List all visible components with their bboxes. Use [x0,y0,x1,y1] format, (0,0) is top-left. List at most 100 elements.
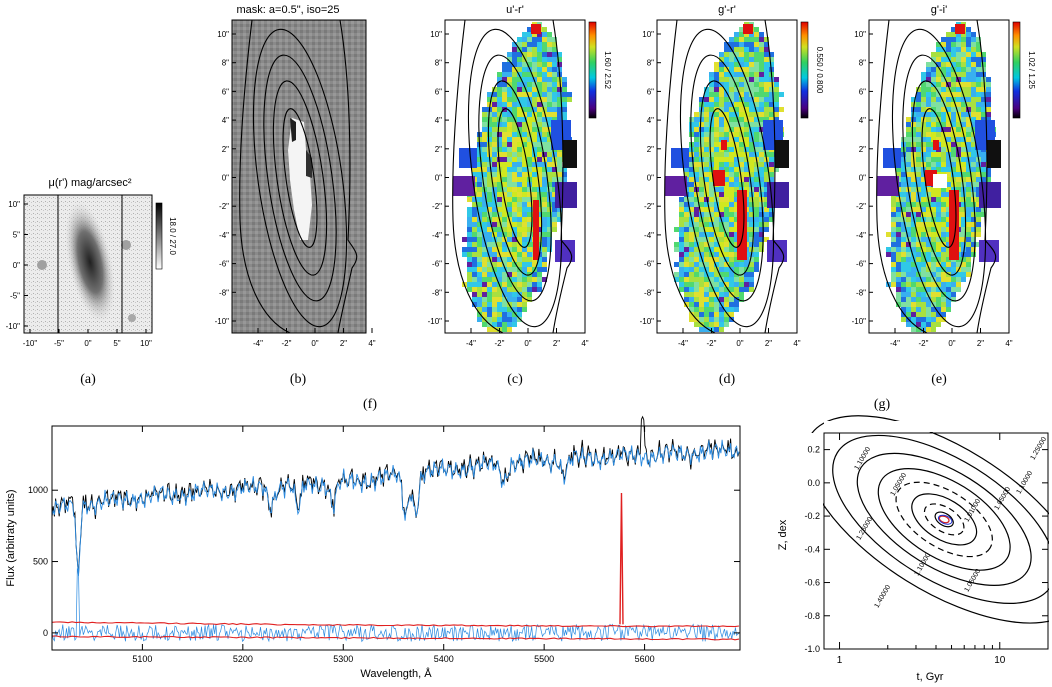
panel-b-ytick: 6" [222,87,229,96]
panel-a-galaxy [64,201,116,323]
panel-d-label: (d) [719,372,736,387]
panel-e-title: g'-i' [931,4,947,16]
panel-b-isophotes [239,19,358,334]
panel-b-ytick: -6" [219,260,229,269]
contour-line [923,503,965,536]
panel-d-ytick: -10" [640,317,655,326]
panel-a-xtick: 5" [113,339,120,348]
panel-c-ytick: 2" [435,145,442,154]
spectrum-xtick: 5600 [635,654,655,664]
panel-c-label: (c) [507,372,523,387]
panel-c: u'-r' 1.60 / 2.52 -4" -2" 0" 2" 4" 10" 8" 6" 4" 2" 0… [428,4,612,387]
panel-b: mask: a=0.5", iso=25 (b) -4" -2" 0" 2" 4" 10"… [215,4,376,387]
panel-b-title: mask: a=0.5", iso=25 [237,4,340,16]
panel-e-ytick: -4" [856,231,866,240]
spectrum-xtick: 5200 [233,654,253,664]
panel-d-xtick: 4" [793,339,800,348]
contour-line [856,452,1032,586]
contour-line [934,511,954,528]
panel-b-xtick: -4" [253,339,263,348]
panel-d-cbar-label: 0.550 / 0.800 [815,47,824,94]
panel-d-ytick: 4" [647,116,654,125]
contour-line [877,468,1011,571]
spectrum-xtick: 5100 [132,654,152,664]
panel-c-title: u'-r' [506,4,524,16]
panel-a-ytick: -10" [6,322,21,331]
contour-xtick: 1 [837,655,843,666]
contour-minimum-red [938,515,950,524]
spectrum-ytick: 500 [33,557,48,567]
panel-e-xtick: 2" [977,339,984,348]
panel-c-xtick: 2" [553,339,560,348]
panel-e-ytick: -6" [856,260,866,269]
spectrum-xlabel: Wavelength, Å [360,667,432,680]
contour-line [911,493,978,546]
panel-b-xtick: 2" [340,339,347,348]
series-model [51,439,740,576]
panel-e-ytick: 8" [859,59,866,68]
series-error-lower [51,635,740,641]
panel-e-ytick: -10" [852,317,867,326]
panel-e-cbar-label: 1.02 / 1.25 [1027,51,1036,89]
panel-b-label: (b) [290,372,307,387]
panel-c-ytick: 6" [435,87,442,96]
panel-a-ytick: -5" [10,292,20,301]
panel-d-ytick: -8" [644,288,654,297]
contour-line [895,481,993,558]
panel-e-label: (e) [931,372,947,387]
panel-c-colorbar [588,21,597,119]
contour-minimum-blue [937,514,953,525]
panel-a-ytick: 0" [13,261,20,270]
contour-xtick: 10 [994,655,1006,666]
contour-chart: 1.01000 1.050001.100001.250001.400001.050… [777,415,1052,683]
series-residuals [51,568,740,643]
panel-d-ytick: 0" [647,174,654,183]
panel-d-colormap [665,22,789,332]
panel-b-ytick: 8" [222,59,229,68]
contour-ytick: 0.2 [807,445,820,455]
contour-xlabel: t, Gyr [917,671,944,683]
panel-b-ytick: 2" [222,145,229,154]
panel-b-ytick: 4" [222,116,229,125]
panel-a-colorbar [155,202,163,270]
panel-d-xtick: 2" [765,339,772,348]
panel-a-ytick: 10" [8,200,20,209]
spectrum-frame [51,425,741,651]
panel-a-xtick: -10" [23,339,38,348]
panel-b-ytick: -10" [215,317,230,326]
contour-ytick: -0.2 [804,511,820,521]
panel-e-ytick: -2" [856,202,866,211]
panel-d-ytick: 6" [647,87,654,96]
panel-e-ytick: 10" [854,30,866,39]
contour-ytick: -1.0 [804,644,820,654]
panel-b-mask [288,118,312,240]
panel-e: g'-i' 1.02 / 1.25 -4" -2" 0" 2" 4" 10" 8" 6" 4" 2" 0… [852,4,1036,387]
label-f: (f) [363,397,377,412]
panel-e-ytick: 4" [859,116,866,125]
panel-c-ytick: -4" [432,231,442,240]
spectrum-ylabel: Flux (arbitraty units) [5,489,17,586]
spectrum-ytick: 1000 [28,485,48,495]
panel-b-ytick: 0" [222,174,229,183]
panel-b-xtick: 0" [311,339,318,348]
panel-c-ytick: 0" [435,174,442,183]
panel-b-xtick: -2" [282,339,292,348]
contour-ytick: -0.8 [804,611,820,621]
panel-a-ytick: 5" [13,231,20,240]
panel-d-title: g'-r' [718,4,736,16]
spectrum-ytick: 0 [43,628,48,638]
panel-b-xtick: 4" [368,339,375,348]
panel-d-ytick: 10" [642,30,654,39]
panel-c-ytick: -8" [432,288,442,297]
panel-e-ytick: 2" [859,145,866,154]
panel-c-ytick: -2" [432,202,442,211]
panel-d-ytick: -6" [644,260,654,269]
contour-ylabel: Z, dex [777,519,789,550]
panel-c-xtick: -4" [466,339,476,348]
contour-ytick: 0.0 [807,478,820,488]
panel-c-ytick: -10" [428,317,443,326]
panel-c-ytick: 8" [435,59,442,68]
panel-d-xtick: 0" [736,339,743,348]
panel-e-xtick: -2" [919,339,929,348]
